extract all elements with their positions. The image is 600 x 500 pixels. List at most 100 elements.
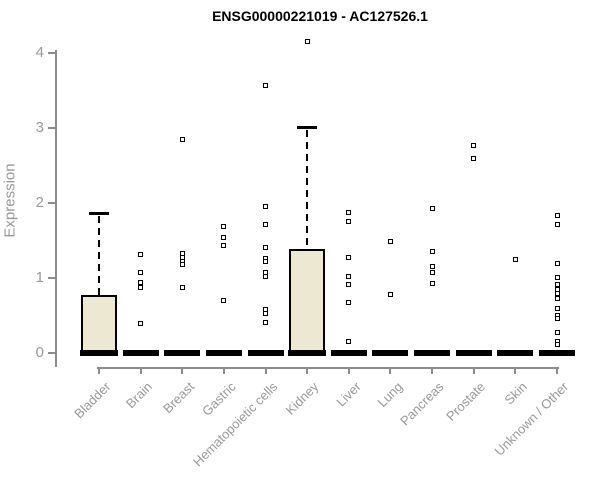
x-axis-label-kidney: Kidney	[283, 379, 322, 418]
x-tick-breast	[181, 367, 184, 374]
outlier-point-brain	[138, 270, 144, 276]
x-tick-hematopoietic-cells	[264, 367, 267, 374]
outlier-point-brain	[138, 284, 144, 290]
outlier-point-hematopoietic-cells	[263, 82, 269, 88]
x-tick-pancreas	[431, 367, 434, 374]
x-tick-prostate	[472, 367, 475, 374]
outlier-point-gastric	[221, 298, 227, 303]
outlier-point-breast	[179, 136, 185, 142]
whisker-cap-bladder	[89, 211, 109, 215]
x-axis-label-prostate: Prostate	[443, 379, 489, 424]
y-tick	[48, 127, 55, 129]
y-tick-label: 0	[35, 344, 44, 361]
x-tick-kidney	[306, 367, 309, 374]
y-tick-label: 2	[35, 194, 44, 211]
outlier-point-liver	[346, 300, 352, 306]
box-breast	[164, 350, 201, 356]
y-tick	[48, 52, 55, 54]
outlier-point-prostate	[471, 155, 477, 161]
outlier-point-hematopoietic-cells	[263, 204, 269, 210]
outlier-point-hematopoietic-cells	[263, 221, 269, 227]
outlier-point-unknown-other	[554, 213, 560, 219]
box-skin	[497, 350, 534, 356]
outlier-point-liver	[346, 210, 352, 216]
x-tick-liver	[347, 367, 350, 374]
outlier-point-unknown-other	[554, 341, 560, 347]
x-tick-unknown-other	[556, 367, 558, 374]
y-tick	[48, 202, 55, 204]
whisker-cap-kidney	[297, 125, 318, 129]
box-brain	[122, 350, 159, 356]
y-tick-label: 3	[35, 119, 44, 136]
box-lung	[372, 350, 409, 356]
box-kidney	[289, 248, 326, 356]
whisker-kidney	[306, 129, 309, 249]
outlier-point-brain	[138, 252, 144, 258]
whisker-bladder	[98, 215, 100, 296]
x-axis-label-brain: Brain	[123, 379, 156, 412]
outlier-point-pancreas	[429, 249, 435, 255]
outlier-point-unknown-other	[554, 295, 560, 301]
x-tick-brain	[139, 367, 142, 374]
x-tick-gastric	[222, 367, 225, 374]
median-line-kidney	[288, 350, 327, 356]
outlier-point-hematopoietic-cells	[263, 244, 269, 250]
y-tick-label: 1	[35, 269, 44, 286]
outlier-point-unknown-other	[554, 305, 560, 311]
outlier-point-pancreas	[429, 270, 435, 276]
outlier-point-skin	[512, 256, 518, 262]
outlier-point-lung	[387, 292, 393, 297]
outlier-point-pancreas	[429, 280, 435, 286]
y-tick	[48, 277, 55, 279]
outlier-point-brain	[138, 320, 144, 326]
x-axis-label-unknown-other: Unknown / Other	[492, 379, 572, 459]
x-axis-label-skin: Skin	[501, 379, 530, 408]
outlier-point-unknown-other	[554, 274, 560, 280]
x-tick-lung	[389, 367, 392, 374]
x-axis-label-bladder: Bladder	[71, 379, 114, 422]
outlier-point-hematopoietic-cells	[263, 310, 269, 316]
median-line-bladder	[80, 350, 118, 356]
outlier-point-gastric	[221, 223, 227, 229]
outlier-point-lung	[387, 238, 393, 244]
outlier-point-prostate	[471, 142, 477, 148]
y-tick-label: 4	[35, 44, 44, 61]
outlier-point-liver	[346, 282, 352, 288]
box-liver	[330, 350, 367, 356]
outlier-point-liver	[346, 219, 352, 225]
x-axis-line	[97, 367, 559, 369]
y-axis-line	[55, 50, 57, 367]
x-tick-skin	[514, 367, 517, 374]
y-tick	[48, 352, 55, 354]
chart-title: ENSG00000221019 - AC127526.1	[212, 8, 428, 24]
outlier-point-liver	[346, 274, 352, 279]
x-tick-bladder	[98, 367, 100, 374]
outlier-point-breast	[179, 284, 185, 290]
x-axis-label-liver: Liver	[332, 379, 364, 410]
outlier-point-unknown-other	[554, 222, 560, 228]
x-axis-label-lung: Lung	[374, 379, 406, 411]
box-gastric	[205, 350, 242, 356]
box-prostate	[455, 350, 492, 356]
outlier-point-liver	[346, 254, 352, 260]
x-axis-label-gastric: Gastric	[198, 379, 239, 419]
outlier-point-pancreas	[429, 264, 435, 270]
x-axis-label-pancreas: Pancreas	[397, 379, 447, 429]
outlier-point-unknown-other	[554, 330, 560, 336]
box-pancreas	[414, 350, 451, 356]
outlier-point-liver	[346, 339, 352, 345]
outlier-point-gastric	[221, 235, 227, 240]
box-bladder	[81, 295, 117, 356]
outlier-point-pancreas	[429, 205, 435, 211]
outlier-point-breast	[179, 262, 185, 267]
outlier-point-hematopoietic-cells	[263, 274, 269, 279]
outlier-point-kidney	[304, 39, 310, 45]
outlier-point-gastric	[221, 243, 227, 249]
x-axis-label-breast: Breast	[159, 379, 197, 417]
outlier-point-hematopoietic-cells	[263, 259, 269, 264]
outlier-point-unknown-other	[554, 316, 560, 321]
box-unknown-other	[539, 350, 575, 356]
box-hematopoietic-cells	[247, 350, 284, 356]
outlier-point-unknown-other	[554, 260, 560, 266]
